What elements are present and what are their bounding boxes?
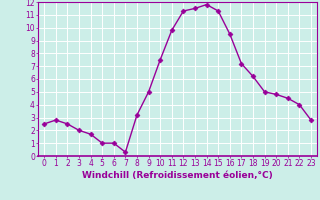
X-axis label: Windchill (Refroidissement éolien,°C): Windchill (Refroidissement éolien,°C) bbox=[82, 171, 273, 180]
